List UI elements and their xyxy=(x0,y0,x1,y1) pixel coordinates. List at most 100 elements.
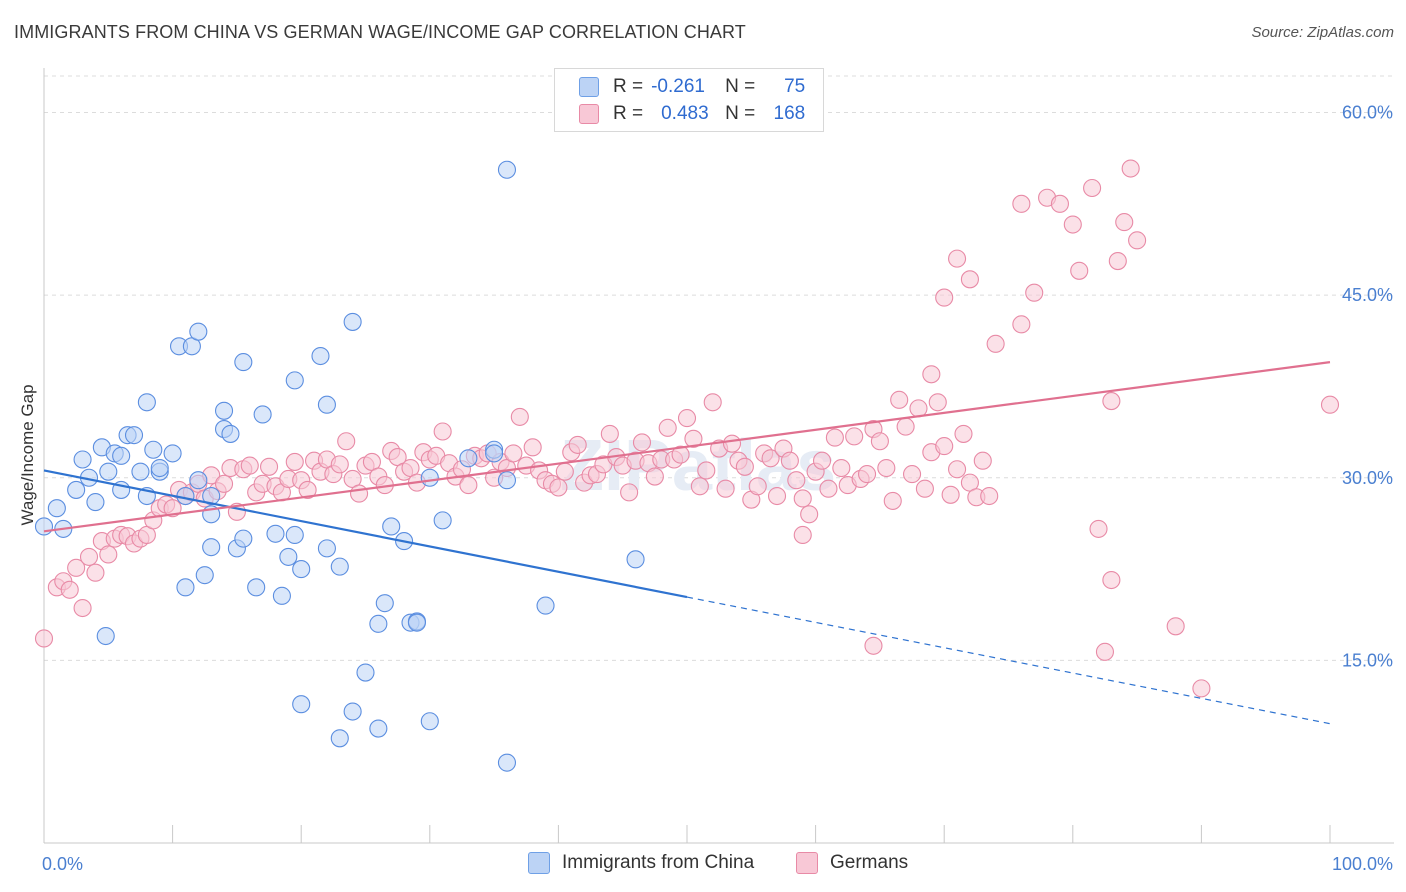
legend-r-value: 0.483 xyxy=(661,103,709,124)
china-point xyxy=(420,468,439,487)
china-point xyxy=(163,444,182,463)
germans-point xyxy=(948,249,967,268)
bottom-legend-china: Immigrants from China xyxy=(528,852,754,874)
germans-point xyxy=(645,467,664,486)
germans-point xyxy=(34,629,54,648)
germans-point xyxy=(350,484,369,503)
legend-r-label: R = xyxy=(613,76,644,97)
y-axis-label: Wage/Income Gap xyxy=(18,384,37,525)
germans-point xyxy=(793,489,812,508)
germans-point xyxy=(1083,178,1102,198)
germans-point xyxy=(909,399,928,418)
germans-point xyxy=(60,580,79,599)
germans-point xyxy=(877,458,896,478)
china-point xyxy=(279,547,298,566)
germans-point xyxy=(896,417,915,436)
germans-point xyxy=(504,444,523,463)
china-point xyxy=(189,322,208,341)
bottom-legend-label-germans: Germans xyxy=(830,852,909,873)
china-point xyxy=(34,517,54,536)
china-point xyxy=(433,511,452,530)
germans-point xyxy=(787,471,806,490)
germans-point xyxy=(832,458,851,478)
y-tick-label: 15.0% xyxy=(1342,650,1393,670)
tick-labels: 15.0% 30.0% 45.0% 60.0% 0.0% 100.0% xyxy=(42,103,1393,874)
china-point xyxy=(369,719,388,738)
germans-point xyxy=(337,432,356,451)
germans-point xyxy=(79,547,99,566)
germans-point xyxy=(954,424,973,443)
germans-points xyxy=(34,159,1340,698)
y-tick-label: 45.0% xyxy=(1342,285,1393,305)
germans-point xyxy=(459,476,478,495)
germans-point xyxy=(864,636,883,655)
germans-point xyxy=(986,334,1005,353)
china-point xyxy=(195,566,214,585)
china-point xyxy=(292,560,311,579)
germans-point xyxy=(697,461,716,480)
germans-point xyxy=(671,445,690,464)
germans-point xyxy=(549,478,568,497)
china-point xyxy=(112,446,131,465)
china-point xyxy=(73,450,92,469)
germans-point xyxy=(1121,159,1140,178)
germans-point xyxy=(1102,570,1121,590)
china-point xyxy=(99,462,118,481)
germans-point xyxy=(735,457,754,476)
germans-point xyxy=(761,449,780,468)
germans-point xyxy=(163,499,182,518)
germans-point xyxy=(86,563,105,582)
germans-point xyxy=(1108,252,1127,271)
legend-n-value: 75 xyxy=(784,76,806,97)
germans-point xyxy=(935,288,954,307)
legend-r-label: R = xyxy=(613,103,644,124)
germans-point xyxy=(1025,283,1044,302)
china-point xyxy=(330,729,349,748)
germans-point xyxy=(568,435,587,454)
germans-point xyxy=(780,451,799,470)
trend-lines xyxy=(43,361,1331,725)
germans-point xyxy=(935,437,954,456)
china-point xyxy=(497,160,517,179)
y-tick-label: 60.0% xyxy=(1342,103,1393,123)
germans-point xyxy=(922,365,941,384)
bottom-legend-swatch-germans xyxy=(796,852,818,874)
correlation-legend: R = -0.261 N = 75 R = 0.483 N = 168 xyxy=(554,68,824,132)
china-point xyxy=(253,405,272,424)
germans-point xyxy=(1192,679,1211,698)
china-point xyxy=(382,517,401,536)
china-point xyxy=(330,557,349,576)
china-point xyxy=(343,312,362,331)
germans-point xyxy=(812,451,832,470)
legend-row-china: R = -0.261 N = 75 xyxy=(579,75,805,99)
germans-point xyxy=(298,480,317,499)
china-point xyxy=(47,499,66,518)
germans-point xyxy=(825,428,844,447)
china-point xyxy=(285,525,304,545)
germans-point xyxy=(433,422,452,441)
germans-point xyxy=(1089,519,1108,538)
germans-point xyxy=(510,407,529,426)
china-point xyxy=(131,462,150,481)
germans-point xyxy=(1095,642,1114,661)
china-point xyxy=(67,480,86,499)
germans-point xyxy=(716,479,735,498)
china-point xyxy=(189,471,208,490)
germans-point xyxy=(73,598,92,618)
china-point xyxy=(459,449,478,468)
china-point xyxy=(144,440,163,459)
china-point xyxy=(536,596,555,615)
germans-point xyxy=(684,429,703,448)
china-point xyxy=(202,538,221,557)
china-point xyxy=(497,471,517,490)
china-point xyxy=(317,395,336,414)
china-trend-line xyxy=(43,469,688,599)
china-point xyxy=(124,426,144,445)
china-point xyxy=(234,353,253,372)
germans-point xyxy=(99,545,118,564)
china-point xyxy=(375,594,394,613)
china-point xyxy=(356,663,375,682)
y-tick-label: 30.0% xyxy=(1342,468,1393,488)
germans-point xyxy=(857,465,877,484)
